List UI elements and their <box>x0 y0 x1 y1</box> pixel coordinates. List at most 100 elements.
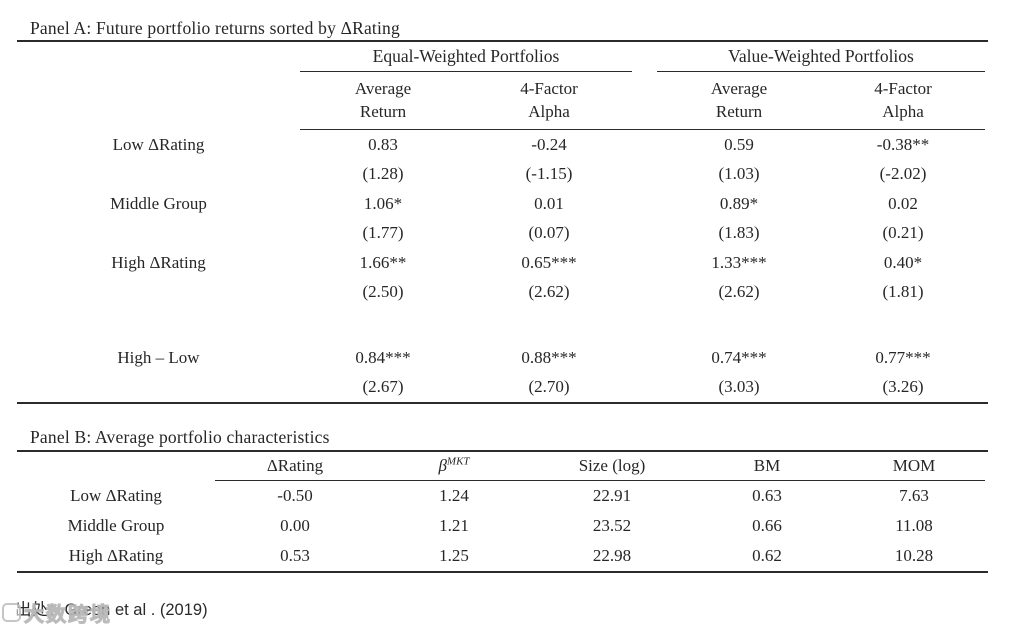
tstat-cell: (0.07) <box>528 223 570 243</box>
gap-cell <box>632 278 657 308</box>
gap-cell <box>632 248 657 278</box>
table-cell: 1.21 <box>439 516 469 535</box>
tstat-cell: (2.62) <box>528 282 570 302</box>
tstat-cell: (1.81) <box>882 282 924 302</box>
tstat-cell: (3.26) <box>882 377 924 397</box>
table-cell: 1.33*** <box>711 252 767 272</box>
subheader-line1: 4-Factor <box>520 78 578 98</box>
table-cell: 23.52 <box>592 516 632 535</box>
table-cell: 22.98 <box>592 546 632 565</box>
tstat-cell: (1.28) <box>362 164 404 184</box>
tstat-cell: (1.77) <box>362 223 404 243</box>
subheader-line2: Alpha <box>882 102 924 122</box>
table-cell: 11.08 <box>895 516 933 535</box>
table-cell: 0.59 <box>724 134 754 154</box>
row-label-middle-group: Middle Group <box>110 193 207 213</box>
panel-a-table: Equal-Weighted Portfolios Value-Weighted… <box>17 42 988 404</box>
subheader-line2: Return <box>715 102 763 122</box>
table-cell: 0.77*** <box>875 347 931 367</box>
tstat-cell: (1.83) <box>718 223 760 243</box>
table-cell: -0.50 <box>277 486 313 505</box>
panel-b-corner-cell <box>17 452 215 481</box>
beta-symbol: βMKT <box>438 455 470 475</box>
row-label-high-minus-low: High – Low <box>117 347 200 367</box>
subheader-empty-cell <box>17 72 300 130</box>
panel-a-title: Panel A: Future portfolio returns sorted… <box>17 16 988 42</box>
row-label-empty <box>17 219 300 249</box>
tstat-cell: (-1.15) <box>525 164 573 184</box>
subheader-ew-4factor-alpha: 4-Factor Alpha <box>466 72 632 130</box>
subheader-line1: Average <box>710 78 768 98</box>
row-label-empty <box>17 160 300 190</box>
table-cell: 0.00 <box>280 516 310 535</box>
panel-a-corner-cell <box>17 42 300 72</box>
subheader-line2: Return <box>359 102 407 122</box>
table-cell: 0.74*** <box>711 347 767 367</box>
col-header-bm: BM <box>691 452 843 481</box>
panel-a-spacer-row <box>17 307 985 343</box>
subheader-line1: 4-Factor <box>874 78 932 98</box>
tstat-cell: (2.67) <box>362 377 404 397</box>
table-cell: 7.63 <box>899 486 929 505</box>
gap-cell <box>632 160 657 190</box>
subheader-gap-cell <box>632 72 657 130</box>
table-cell: 0.84*** <box>355 347 411 367</box>
table-cell: 1.66** <box>359 252 407 272</box>
group-header-equal-weighted: Equal-Weighted Portfolios <box>300 42 632 72</box>
table-cell: 0.02 <box>888 193 918 213</box>
table-cell: 0.89* <box>719 193 759 213</box>
col-header-drating: ΔRating <box>215 452 375 481</box>
table-cell: 0.63 <box>752 486 782 505</box>
subheader-ew-average-return: Average Return <box>300 72 466 130</box>
row-label-high-drating: High ΔRating <box>111 252 206 272</box>
col-header-beta-mkt: βMKT <box>375 452 533 481</box>
gap-cell <box>632 373 657 403</box>
gap-cell <box>632 189 657 219</box>
col-header-mom: MOM <box>843 452 985 481</box>
panel-b-title: Panel B: Average portfolio characteristi… <box>17 424 988 452</box>
table-cell: 0.65*** <box>521 252 577 272</box>
table-cell: 1.24 <box>439 486 469 505</box>
table-cell: 0.53 <box>280 546 310 565</box>
tstat-cell: (3.03) <box>718 377 760 397</box>
table-cell: -0.24 <box>531 134 567 154</box>
table-cell: 0.83 <box>368 134 398 154</box>
tstat-cell: (0.21) <box>882 223 924 243</box>
gap-cell <box>632 219 657 249</box>
group-header-value-weighted: Value-Weighted Portfolios <box>657 42 985 72</box>
table-cell: 0.88*** <box>521 347 577 367</box>
subheader-vw-average-return: Average Return <box>657 72 821 130</box>
row-label-middle-group: Middle Group <box>67 516 165 535</box>
subheader-line2: Alpha <box>528 102 570 122</box>
row-label-low-drating: Low ΔRating <box>70 486 162 505</box>
table-cell: 0.62 <box>752 546 782 565</box>
table-cell: 0.01 <box>534 193 564 213</box>
table-cell: 10.28 <box>894 546 934 565</box>
panel-a: Panel A: Future portfolio returns sorted… <box>17 16 988 404</box>
tstat-cell: (1.03) <box>718 164 760 184</box>
gap-cell <box>632 130 657 160</box>
tstat-cell: (-2.02) <box>879 164 927 184</box>
table-cell: 1.25 <box>439 546 469 565</box>
table-cell: 1.06* <box>363 193 403 213</box>
panel-b: Panel B: Average portfolio characteristi… <box>17 424 988 573</box>
table-cell: 0.40* <box>883 252 923 272</box>
row-label-empty <box>17 373 300 403</box>
gap-cell <box>632 343 657 373</box>
row-label-low-drating: Low ΔRating <box>112 134 205 154</box>
panel-b-table: ΔRating βMKT Size (log) BM MOM Low ΔRati… <box>17 452 988 573</box>
col-header-size-log: Size (log) <box>533 452 691 481</box>
subheader-line1: Average <box>354 78 412 98</box>
subheader-vw-4factor-alpha: 4-Factor Alpha <box>821 72 985 130</box>
row-label-empty <box>17 278 300 308</box>
source-citation: 出处：Green et al . (2019) <box>15 601 208 619</box>
tstat-cell: (2.70) <box>528 377 570 397</box>
tstat-cell: (2.62) <box>718 282 760 302</box>
table-cell: 22.91 <box>592 486 632 505</box>
table-cell: -0.38** <box>876 134 930 154</box>
table-cell: 0.66 <box>752 516 782 535</box>
tstat-cell: (2.50) <box>362 282 404 302</box>
row-label-high-drating: High ΔRating <box>68 546 164 565</box>
group-gap-cell <box>632 42 657 72</box>
